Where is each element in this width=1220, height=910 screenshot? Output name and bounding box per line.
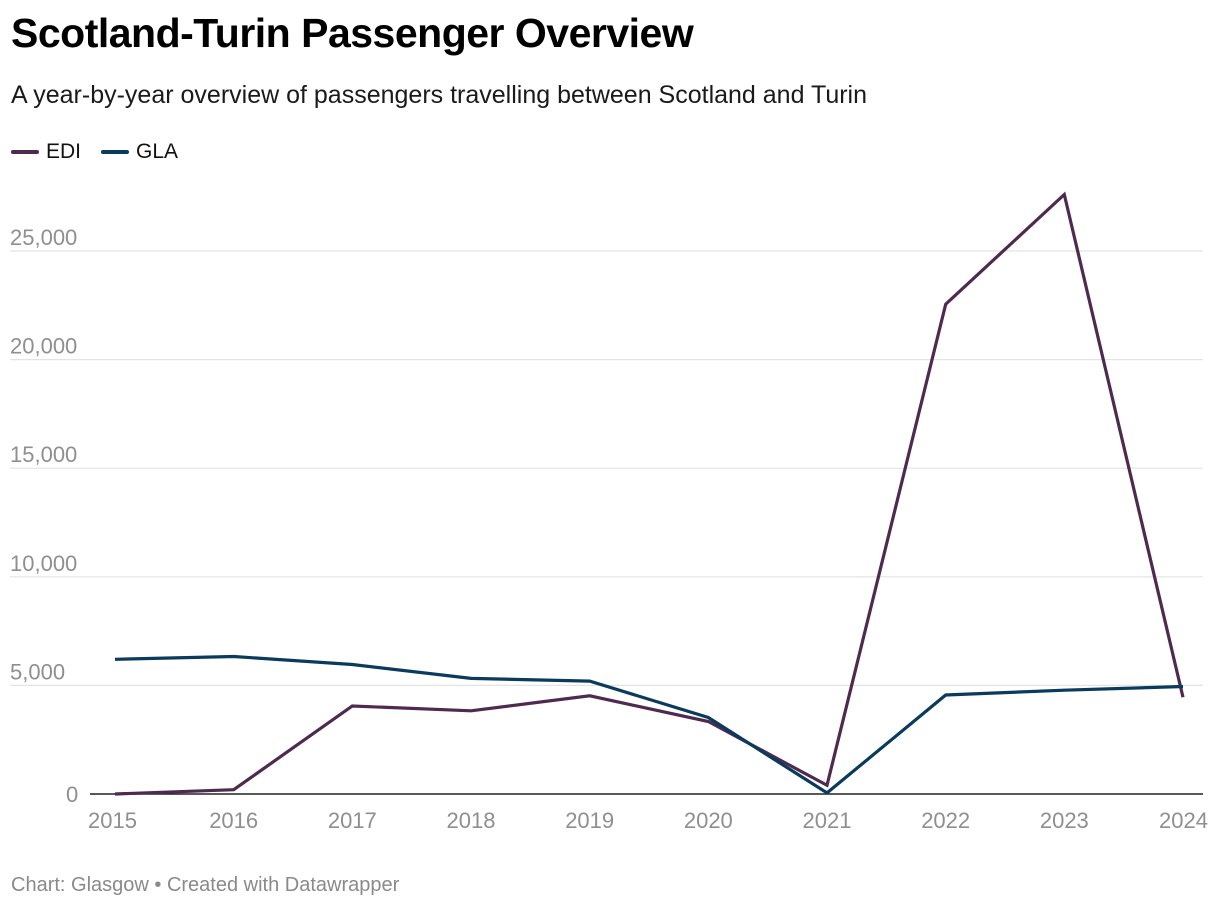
x-tick-label: 2015 xyxy=(88,808,137,833)
chart-subtitle: A year-by-year overview of passengers tr… xyxy=(11,81,868,109)
legend-label-edi: EDI xyxy=(46,140,82,163)
x-tick-label: 2018 xyxy=(447,808,496,833)
x-tick-label: 2022 xyxy=(921,808,970,833)
y-tick-label: 15,000 xyxy=(10,442,77,467)
y-tick-label: 25,000 xyxy=(10,225,77,250)
chart-footer: Chart: Glasgow • Created with Datawrappe… xyxy=(11,874,400,896)
x-tick-label: 2021 xyxy=(803,808,852,833)
legend: EDI GLA xyxy=(11,140,198,164)
legend-label-gla: GLA xyxy=(136,140,179,163)
x-tick-label: 2024 xyxy=(1159,808,1208,833)
legend-item-edi: EDI xyxy=(11,140,81,164)
y-tick-label: 0 xyxy=(66,782,78,807)
x-tick-label: 2016 xyxy=(209,808,258,833)
x-tick-label: 2020 xyxy=(684,808,733,833)
chart-title: Scotland-Turin Passenger Overview xyxy=(11,10,694,56)
x-tick-label: 2017 xyxy=(328,808,377,833)
y-tick-label: 5,000 xyxy=(10,659,65,684)
y-tick-label: 20,000 xyxy=(10,334,77,359)
series-line-gla xyxy=(114,654,1184,795)
legend-item-gla: GLA xyxy=(101,140,178,164)
x-tick-label: 2019 xyxy=(565,808,614,833)
series-line-edi xyxy=(114,191,1185,796)
x-tick-label: 2023 xyxy=(1040,808,1089,833)
legend-swatch-gla xyxy=(101,150,130,154)
legend-swatch-edi xyxy=(11,150,39,154)
y-tick-label: 10,000 xyxy=(10,551,77,576)
